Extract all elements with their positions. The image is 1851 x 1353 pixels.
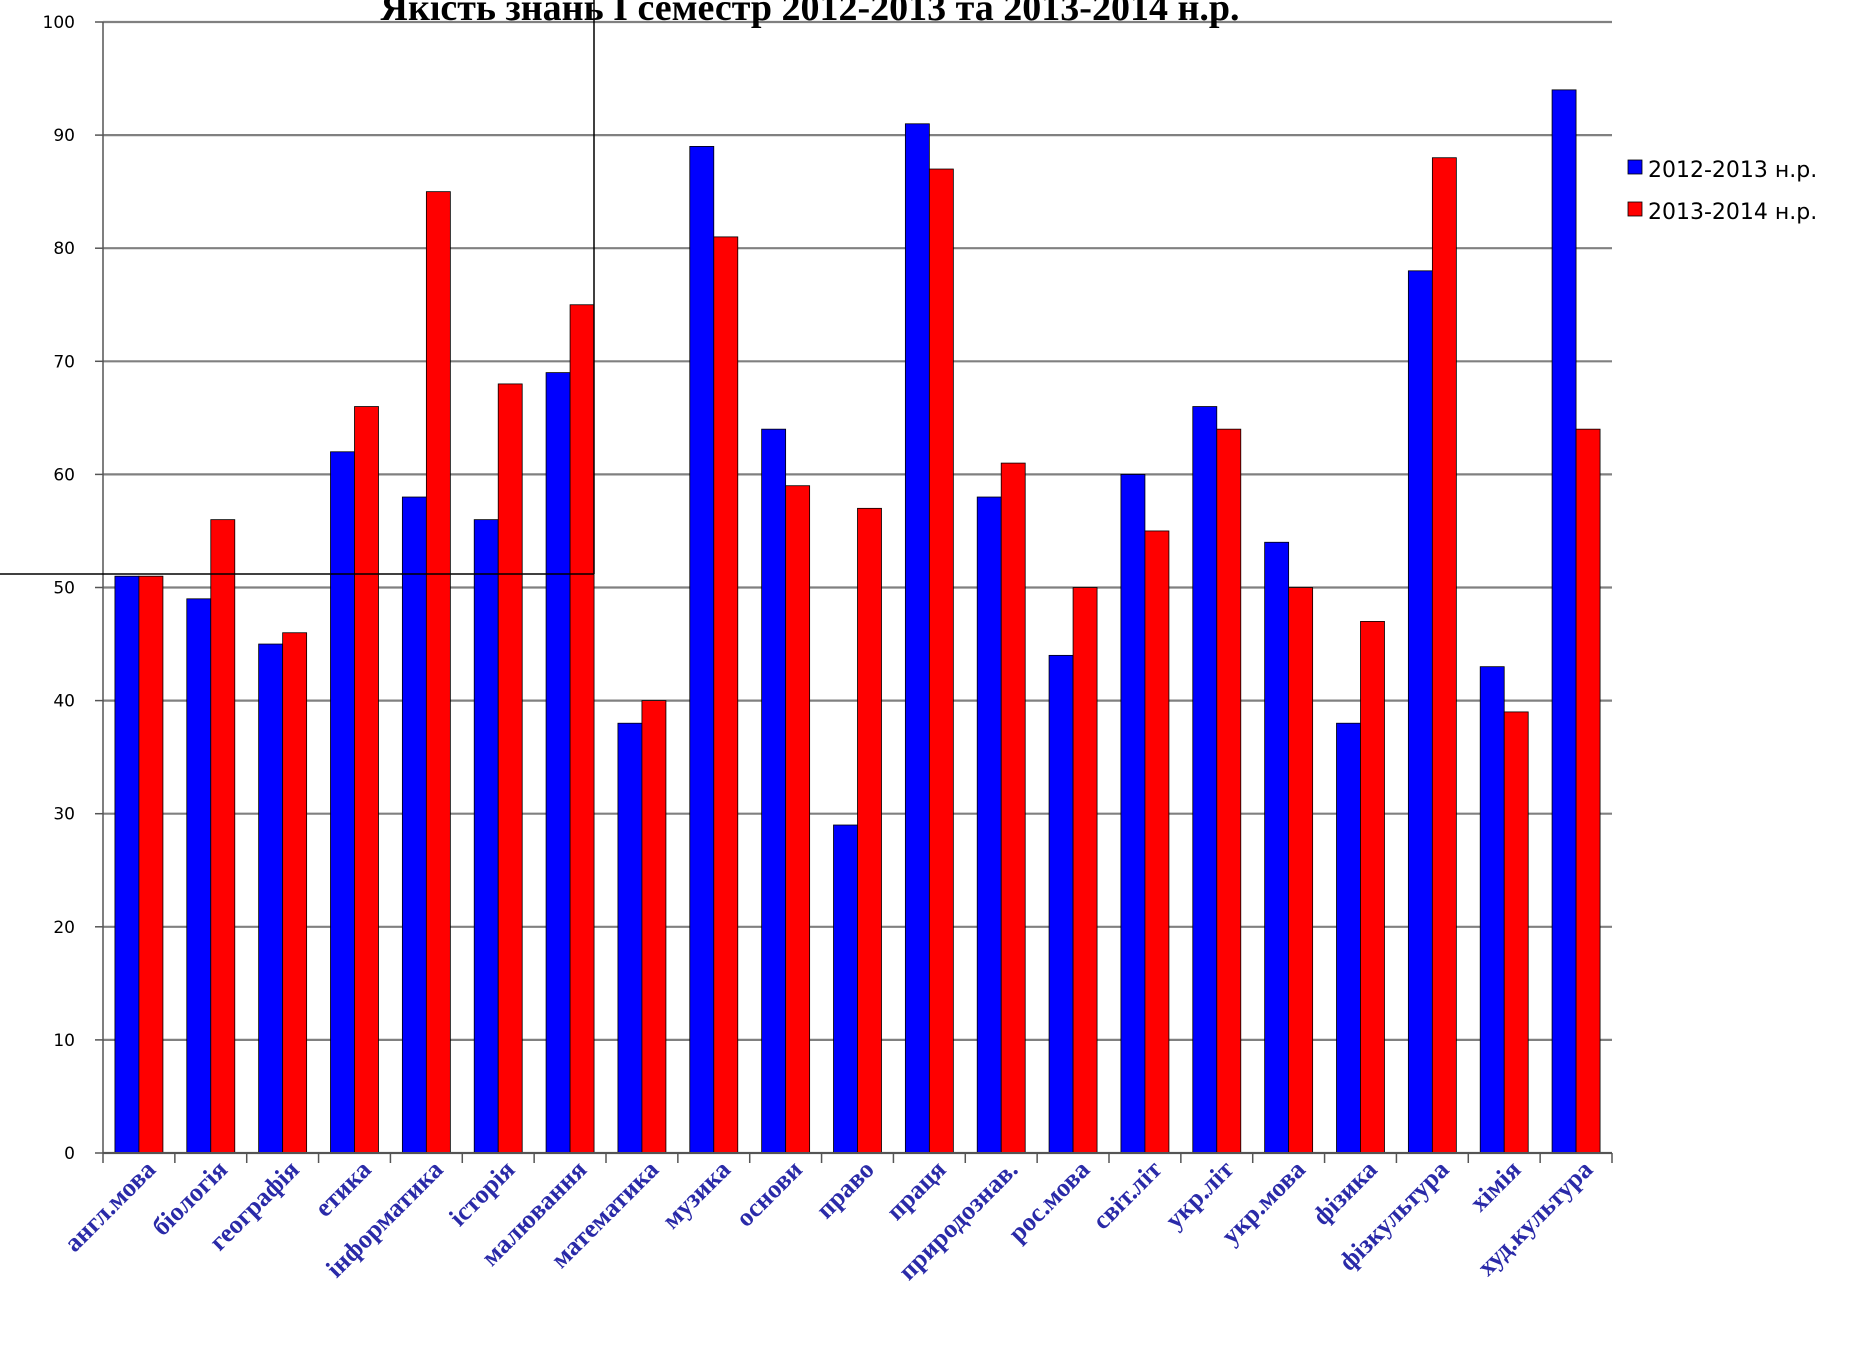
bar-series-1 <box>114 575 140 1154</box>
category-label: етика <box>309 1155 377 1223</box>
bar-series-1 <box>833 824 858 1154</box>
bars <box>114 89 1601 1154</box>
bar-series-2 <box>1072 587 1098 1154</box>
bar-series-1 <box>904 123 930 1154</box>
bar-series-1 <box>1551 89 1577 1154</box>
y-tick-label: 20 <box>53 918 75 938</box>
y-tick-label: 90 <box>53 126 75 146</box>
y-tick-label: 10 <box>53 1031 75 1051</box>
bar-series-2 <box>928 168 954 1154</box>
category-label: основи <box>730 1155 808 1233</box>
bar-series-1 <box>330 451 355 1154</box>
category-label: право <box>810 1155 880 1225</box>
bar-series-2 <box>282 632 308 1154</box>
bar-series-2 <box>1216 428 1242 1154</box>
category-label: хімія <box>1464 1155 1526 1217</box>
legend: 2012-2013 н.р. 2013-2014 н.р. <box>1627 158 1817 225</box>
bar-series-2 <box>1000 462 1026 1154</box>
y-tick-label: 0 <box>64 1144 75 1164</box>
bar-series-2 <box>1431 157 1457 1154</box>
bar-series-1 <box>1048 654 1074 1154</box>
bar-series-1 <box>1192 406 1218 1154</box>
y-axis-ticks: 0 10 20 30 40 50 60 70 80 90 100 <box>43 13 103 1164</box>
bar-series-1 <box>1479 666 1505 1154</box>
axes <box>102 22 1613 1163</box>
bar-series-2 <box>569 304 595 1154</box>
bar-series-1 <box>689 146 715 1154</box>
category-label: праця <box>881 1155 952 1226</box>
bar-series-2 <box>713 236 739 1154</box>
y-tick-label: 40 <box>53 692 75 712</box>
bar-series-1 <box>1336 722 1361 1154</box>
y-tick-label: 70 <box>53 352 75 372</box>
bar-series-2 <box>1144 530 1170 1154</box>
category-label: світ.літ <box>1087 1155 1168 1236</box>
bar-series-2 <box>641 700 667 1154</box>
bar-series-2 <box>857 507 882 1154</box>
bar-series-1 <box>545 372 571 1154</box>
bar-series-2 <box>1288 587 1314 1154</box>
bar-series-1 <box>976 496 1002 1154</box>
bar-series-2 <box>1503 711 1529 1154</box>
y-tick-label: 60 <box>53 465 75 485</box>
bar-series-1 <box>473 519 499 1154</box>
y-tick-label: 80 <box>53 239 75 259</box>
y-tick-label: 100 <box>43 13 75 33</box>
y-tick-label: 30 <box>53 805 75 825</box>
bar-series-2 <box>1575 428 1601 1154</box>
legend-label-series-1: 2012-2013 н.р. <box>1648 158 1817 183</box>
bar-series-1 <box>1264 541 1290 1154</box>
chart-title: Якість знань І семестр 2012-2013 та 2013… <box>381 0 1240 29</box>
bar-series-1 <box>1120 473 1146 1154</box>
category-label: музика <box>656 1155 736 1235</box>
bar-series-1 <box>186 598 212 1154</box>
bar-series-2 <box>354 406 379 1154</box>
legend-swatch-series-2 <box>1627 201 1643 217</box>
bar-series-1 <box>617 722 643 1154</box>
bar-series-2 <box>425 191 451 1154</box>
legend-label-series-2: 2013-2014 н.р. <box>1648 200 1817 225</box>
bar-series-2 <box>785 485 811 1154</box>
bar-series-2 <box>1360 621 1385 1154</box>
legend-swatch-series-1 <box>1627 159 1643 175</box>
bar-series-1 <box>258 643 284 1154</box>
category-label: англ.мова <box>58 1155 161 1258</box>
bar-series-1 <box>761 428 787 1154</box>
crosshair-lines <box>0 0 595 575</box>
bar-series-1 <box>1407 270 1433 1154</box>
bar-series-1 <box>401 496 427 1154</box>
bar-series-2 <box>138 575 164 1154</box>
bar-series-2 <box>210 519 236 1154</box>
bar-series-2 <box>497 383 523 1154</box>
y-tick-label: 50 <box>53 579 75 599</box>
